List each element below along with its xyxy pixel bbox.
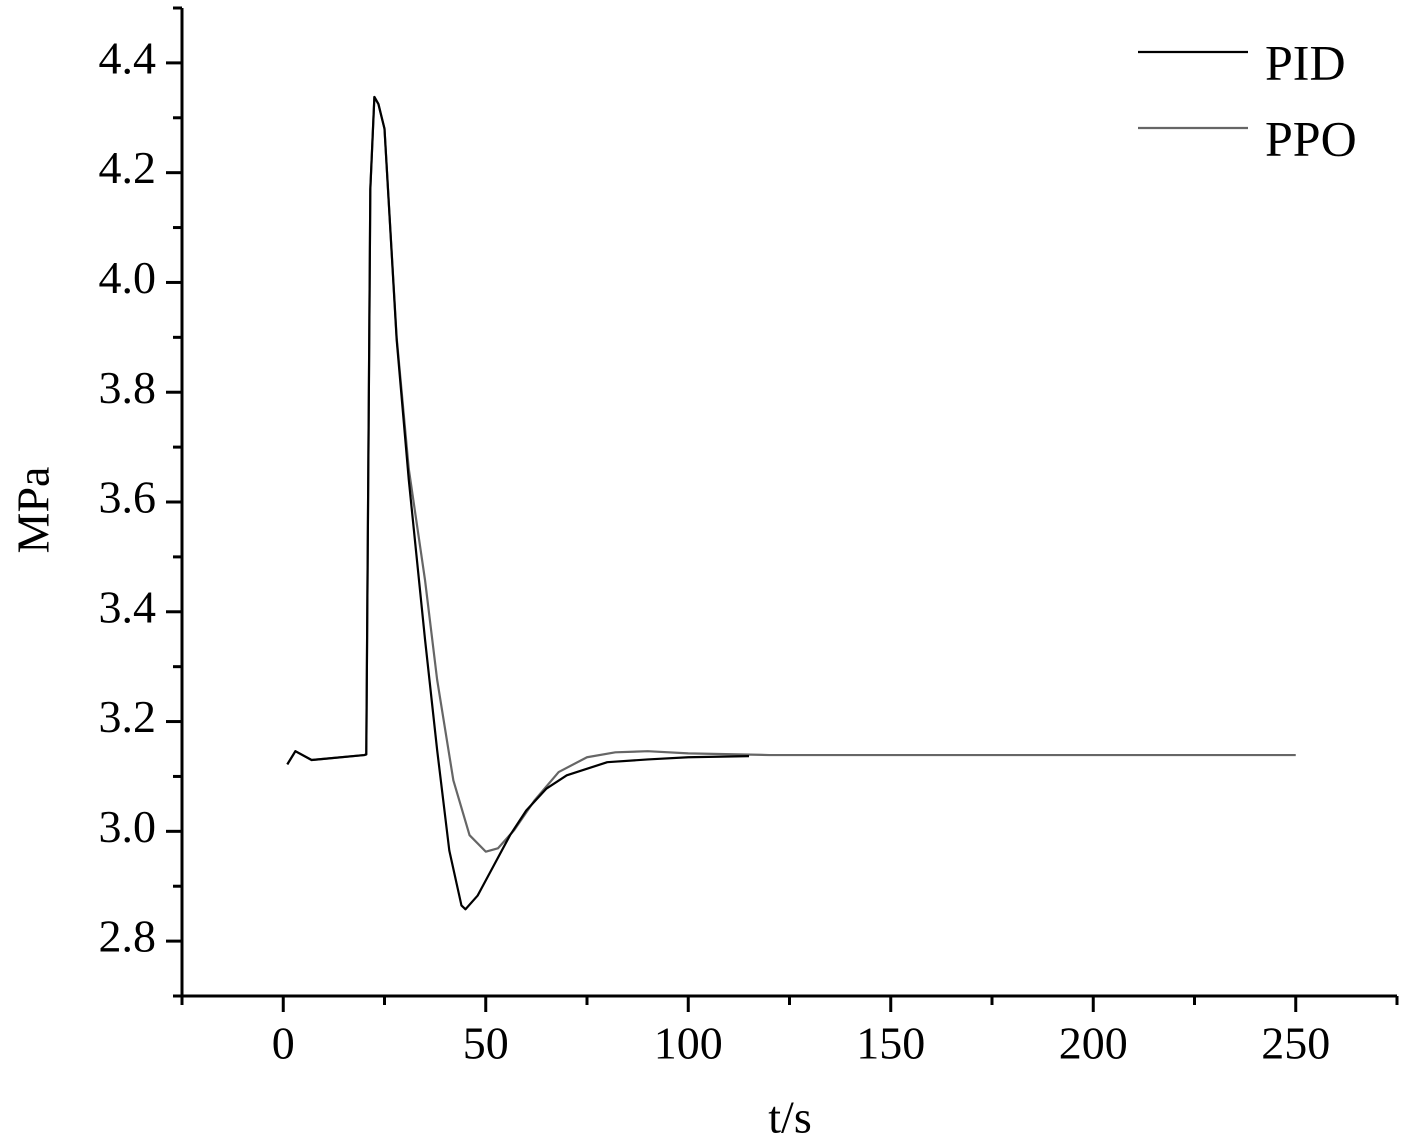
- line: [286, 95, 750, 911]
- x-tick-label: 0: [272, 1018, 295, 1069]
- y-tick-label: 4.0: [99, 252, 157, 303]
- y-tick-label: 3.8: [99, 362, 157, 413]
- y-tick-label: 3.0: [99, 801, 157, 852]
- x-tick-label: 100: [654, 1018, 723, 1069]
- legend-label: PID: [1265, 34, 1346, 90]
- y-tick-label: 4.2: [99, 142, 157, 193]
- x-tick-label: 50: [463, 1018, 509, 1069]
- y-tick-label: 2.8: [99, 911, 157, 962]
- x-tick-label: 150: [856, 1018, 925, 1069]
- y-tick-label: 3.6: [99, 472, 157, 523]
- y-tick-label: 3.2: [99, 691, 157, 742]
- legend-label: PPO: [1265, 110, 1357, 166]
- line: [286, 95, 1296, 853]
- x-axis-label: t/s: [768, 1092, 811, 1143]
- y-tick-label: 4.4: [99, 32, 157, 83]
- y-tick-label: 3.4: [99, 581, 157, 632]
- y-axis-label: MPa: [8, 467, 59, 554]
- x-tick-label: 200: [1059, 1018, 1128, 1069]
- x-tick-label: 250: [1261, 1018, 1330, 1069]
